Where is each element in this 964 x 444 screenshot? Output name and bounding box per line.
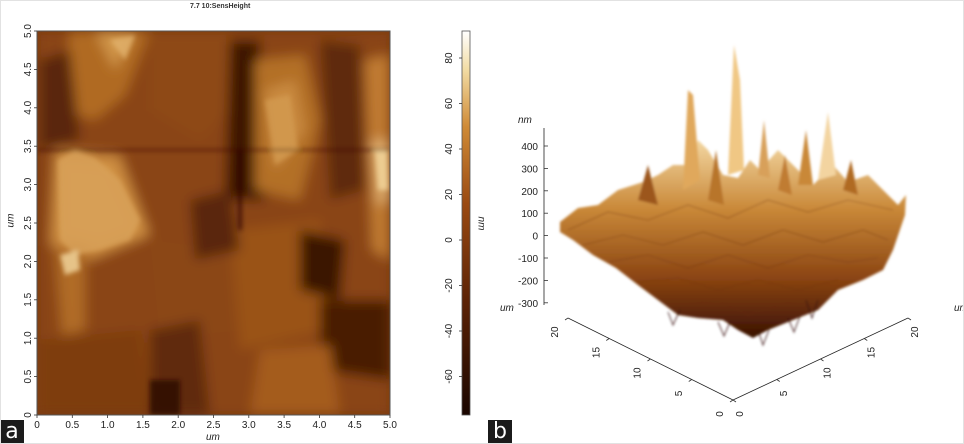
right-axis-tick-label: 20: [910, 326, 921, 338]
z-tick-label: 0: [532, 232, 538, 243]
z-tick-label: 200: [521, 187, 538, 198]
right-axis-tick-mark: [776, 379, 780, 382]
right-axis-label: um: [954, 303, 964, 314]
x-tick-label: 2.5: [207, 420, 221, 431]
x-axis-label: um: [206, 432, 220, 443]
right-axis-tick-label: 0: [735, 411, 746, 417]
right-axis-tick-mark: [907, 317, 912, 321]
y-tick-label: 5.0: [23, 24, 34, 38]
y-tick-label: 0.5: [23, 369, 34, 383]
z-tick-label: -300: [518, 299, 538, 310]
left-axis-tick-label: 0: [715, 411, 726, 417]
afm-3d-surface: 400 300 200 100 0 -100 -200 -300 20 15 10 5 0 0 5 10 1…: [518, 45, 921, 417]
left-axis-label: um: [500, 303, 514, 314]
x-tick-label: 2.0: [171, 420, 185, 431]
y-tick-label: 4.0: [23, 100, 34, 114]
colorbar-tick-label: -20: [444, 278, 455, 293]
x-tick-label: 1.0: [101, 420, 115, 431]
y-tick-label: 2.0: [23, 254, 34, 268]
right-axis-tick-mark: [732, 399, 737, 403]
panel-a: 0 0.5 1.0 1.5 2.0 2.5 3.0 3.5 4.0 4.5 5.0 0 0.5 1.0 1…: [0, 3, 487, 444]
right-axis-tick-label: 15: [866, 347, 877, 359]
x-tick-label: 4.0: [312, 420, 326, 431]
left-axis-tick-mark: [647, 358, 651, 362]
z-tick-label: 400: [521, 142, 538, 153]
left-axis-tick-label: 15: [591, 347, 602, 359]
right-axis-tick-mark: [820, 358, 824, 362]
panel-b: 400 300 200 100 0 -100 -200 -300 20 15 10 5 0 0 5 10 1…: [488, 0, 964, 444]
colorbar-tick-label: 60: [444, 98, 455, 110]
x-tick-label: 4.5: [348, 420, 362, 431]
colorbar-tick-label: 0: [444, 237, 455, 243]
left-axis-tick-label: 20: [550, 326, 561, 338]
colorbar-tick-label: 40: [444, 143, 455, 155]
right-axis-tick-label: 10: [823, 367, 834, 379]
surface-mesh: [560, 45, 906, 347]
left-axis-tick-mark: [729, 399, 734, 403]
colorbar-tick-label: -40: [444, 323, 455, 338]
colorbar-ticks: 80 60 40 20 0 -20 -40 -60: [444, 52, 462, 384]
y-tick-label: 1.0: [23, 331, 34, 345]
panel-letter-a: a: [0, 420, 24, 444]
y-tick-label: 4.5: [23, 62, 34, 76]
left-axis-tick-label: 5: [674, 390, 685, 396]
height-map: [37, 31, 390, 415]
x-axis-ticks: 0 0.5 1.0 1.5 2.0 2.5 3.0 3.5 4.0 4.5 5.0: [34, 415, 397, 431]
image-title: 7.7 10:SensHeight: [190, 3, 251, 10]
x-tick-label: 0.5: [65, 420, 79, 431]
right-axis-tick-mark: [864, 338, 868, 341]
panel-divider: [484, 0, 488, 444]
x-tick-label: 5.0: [383, 420, 397, 431]
afm-height-image: 0 0.5 1.0 1.5 2.0 2.5 3.0 3.5 4.0 4.5 5.0 0 0.5 1.0 1…: [23, 24, 471, 431]
left-axis-tick-mark: [564, 317, 569, 321]
z-tick-label: -200: [518, 276, 538, 287]
y-axis-label: um: [5, 213, 17, 228]
colorbar-tick-label: 80: [444, 52, 455, 64]
panel-letter-b: b: [488, 420, 512, 444]
y-tick-label: 3.5: [23, 139, 34, 153]
x-tick-label: 3.0: [242, 420, 256, 431]
x-tick-label: 0: [34, 420, 40, 431]
z-tick-label: 100: [521, 209, 538, 220]
y-tick-label: 0: [23, 412, 34, 418]
left-axis-tick-mark: [688, 379, 692, 382]
left-axis-tick-mark: [606, 338, 610, 341]
y-axis-ticks: 0 0.5 1.0 1.5 2.0 2.5 3.0 3.5 4.0 4.5 5.0: [23, 24, 37, 418]
right-axis-ticks: 0 5 10 15 20: [732, 317, 921, 417]
left-axis-tick-label: 10: [633, 367, 644, 379]
y-tick-label: 3.0: [23, 177, 34, 191]
x-tick-label: 3.5: [277, 420, 291, 431]
right-axis-tick-label: 5: [779, 390, 790, 396]
colorbar: [461, 30, 471, 416]
left-axis-ticks: 20 15 10 5 0: [550, 317, 734, 417]
y-tick-label: 2.5: [23, 216, 34, 230]
y-tick-label: 1.5: [23, 292, 34, 306]
colorbar-tick-label: 20: [444, 189, 455, 201]
z-axis-ticks: 400 300 200 100 0 -100 -200 -300: [518, 142, 548, 310]
z-tick-label: -100: [518, 254, 538, 265]
z-tick-label: 300: [521, 164, 538, 175]
colorbar-tick-label: -60: [444, 369, 455, 384]
x-tick-label: 1.5: [136, 420, 150, 431]
z-axis-label: nm: [518, 115, 532, 126]
